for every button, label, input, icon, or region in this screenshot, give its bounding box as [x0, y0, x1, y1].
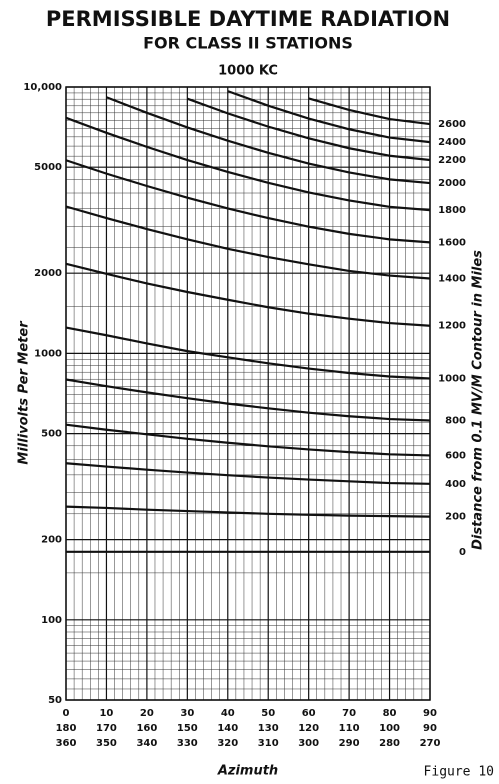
curve: [65, 505, 431, 518]
x-tick-label: 340: [136, 738, 157, 749]
curve: [65, 326, 431, 380]
x-tick-label: 320: [217, 738, 238, 749]
x-tick-label: 80: [383, 708, 397, 719]
curve: [308, 97, 431, 126]
curve: [227, 90, 431, 144]
x-tick-label: 160: [136, 723, 157, 734]
y-axis-label: Millivolts Per Meter: [17, 320, 32, 465]
curve-label: 1200: [438, 321, 466, 332]
x-tick-label: 30: [180, 708, 194, 719]
x-tick-label: 360: [56, 738, 77, 749]
curve: [106, 96, 431, 185]
curve-label: 2600: [438, 119, 466, 130]
curve-label: 600: [445, 450, 466, 461]
y-tick-label: 100: [41, 615, 62, 626]
curve-label: 1600: [438, 237, 466, 248]
x-tick-label: 350: [96, 738, 117, 749]
curve: [186, 97, 431, 162]
x-tick-label: 60: [302, 708, 316, 719]
x-axis-label: Azimuth: [217, 764, 278, 779]
curve-label: 1400: [438, 274, 466, 285]
x-tick-label: 100: [379, 723, 400, 734]
x-tick-label: 90: [423, 708, 437, 719]
curve: [65, 462, 431, 485]
curve-label: 800: [445, 415, 466, 426]
x-tick-label: 300: [298, 738, 319, 749]
curve: [65, 378, 431, 422]
x-tick-label: 310: [258, 738, 279, 749]
curve-label: 2200: [438, 155, 466, 166]
plot-frame: [65, 86, 431, 701]
x-tick-label: 90: [423, 723, 437, 734]
x-tick-label: 290: [339, 738, 360, 749]
y-tick-label: 500: [41, 429, 62, 440]
curve: [65, 159, 431, 244]
x-tick-label: 110: [339, 723, 360, 734]
chart-title: PERMISSIBLE DAYTIME RADIATION: [46, 7, 450, 31]
y-tick-label: 50: [48, 695, 62, 706]
curve: [65, 205, 431, 280]
y-tick-label: 1000: [34, 348, 62, 359]
x-tick-label: 0: [63, 708, 70, 719]
x-tick-label: 330: [177, 738, 198, 749]
x-tick-label: 150: [177, 723, 198, 734]
y2-axis-label: Distance from 0.1 MV/M Contour in Miles: [471, 250, 486, 550]
y-tick-label: 200: [41, 535, 62, 546]
curve-label: 2000: [438, 178, 466, 189]
x-tick-label: 120: [298, 723, 319, 734]
curve-label: 200: [445, 512, 466, 523]
curve-label: 1000: [438, 373, 466, 384]
y-tick-label: 2000: [34, 268, 62, 279]
curve-label: 2400: [438, 137, 466, 148]
x-tick-label: 170: [96, 723, 117, 734]
curve-label: 1800: [438, 205, 466, 216]
annotation: 1000 KC: [218, 64, 278, 79]
curve-label: 0: [459, 547, 466, 558]
y-tick-label: 10,000: [23, 82, 62, 93]
y-tick-label: 5000: [34, 162, 62, 173]
curve: [65, 116, 431, 212]
x-tick-label: 20: [140, 708, 154, 719]
x-tick-label: 130: [258, 723, 279, 734]
chart-subtitle: FOR CLASS II STATIONS: [143, 34, 353, 53]
x-tick-label: 50: [261, 708, 275, 719]
x-tick-label: 40: [221, 708, 235, 719]
x-tick-label: 270: [420, 738, 441, 749]
curve-label: 400: [445, 479, 466, 490]
x-tick-label: 280: [379, 738, 400, 749]
curve: [65, 262, 431, 327]
x-tick-label: 180: [56, 723, 77, 734]
x-tick-label: 10: [99, 708, 113, 719]
caption: Figure 10: [424, 765, 494, 780]
x-tick-label: 70: [342, 708, 356, 719]
x-tick-label: 140: [217, 723, 238, 734]
curve: [65, 423, 431, 457]
